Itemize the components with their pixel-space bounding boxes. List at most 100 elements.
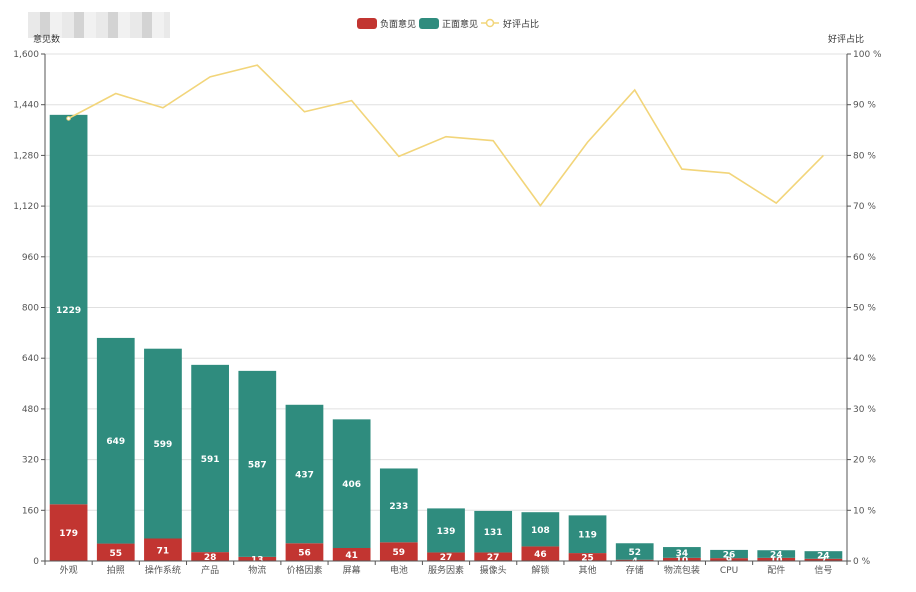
- x-tick-label: 物流: [248, 564, 266, 576]
- bar-label-positive: 119: [578, 531, 597, 541]
- right-tick-label: 80 %: [853, 151, 876, 161]
- bars: [49, 114, 843, 561]
- x-tick-label: 物流包装: [664, 564, 700, 576]
- bar-negative: [96, 543, 135, 561]
- x-tick-label: 配件: [767, 564, 785, 576]
- right-tick-label: 70 %: [853, 202, 876, 212]
- legend-label-negative: 负面意见: [380, 18, 416, 30]
- bar-negative: [191, 552, 229, 561]
- bar-positive: [568, 515, 607, 554]
- legend-marker-ratio: [485, 18, 495, 28]
- x-tick-label: 产品: [201, 564, 219, 576]
- bar-label-positive: 52: [628, 548, 641, 558]
- bar-label-negative: 27: [440, 553, 453, 563]
- left-tick-label: 800: [22, 304, 39, 314]
- bar-negative: [474, 552, 513, 561]
- legend-item-ratio[interactable]: 好评占比: [481, 18, 539, 30]
- legend-item-negative[interactable]: 负面意见: [357, 18, 416, 30]
- bar-label-positive: 599: [154, 440, 173, 450]
- bar-positive: [379, 468, 418, 543]
- legend-swatch-negative: [357, 18, 377, 29]
- bar-positive: [427, 508, 465, 553]
- left-tick-label: 480: [22, 405, 39, 415]
- bar-label-negative: 28: [204, 553, 217, 563]
- bar-positive: [615, 543, 654, 560]
- bar-positive: [332, 419, 371, 549]
- ratio-point: [66, 116, 71, 121]
- bar-positive: [96, 337, 135, 544]
- right-tick-label: 40 %: [853, 354, 876, 364]
- bar-negative: [757, 557, 796, 561]
- bar-label-positive: 131: [484, 528, 503, 538]
- bar-label-negative: 41: [345, 551, 358, 561]
- left-tick-label: 0: [33, 557, 39, 567]
- bar-label-positive: 108: [531, 526, 550, 536]
- bar-positive: [49, 114, 88, 505]
- x-tick-label: CPU: [720, 566, 738, 576]
- bar-label-positive: 1229: [56, 306, 81, 316]
- bar-negative: [663, 557, 701, 561]
- bar-label-positive: 34: [676, 549, 689, 559]
- bar-label-positive: 26: [723, 551, 736, 561]
- bar-positive: [804, 551, 843, 559]
- ratio-polyline: [68, 64, 824, 207]
- ratio-line: [66, 64, 824, 207]
- bar-negative: [615, 559, 654, 561]
- bar-label-positive: 649: [106, 437, 125, 447]
- bar-positive: [710, 549, 748, 559]
- right-axis-ticks: 0 % 10 % 20 % 30 % 40 % 50 % 60 % 70 % 80 % 90 % 1…: [853, 50, 882, 567]
- bar-positive: [238, 370, 277, 557]
- bar-label-positive: 139: [437, 527, 456, 537]
- bar-positive: [521, 512, 560, 547]
- bar-negative: [332, 548, 371, 561]
- bar-negative: [568, 553, 607, 561]
- bar-labels: 179 1229 55 649 71 599 28 591 13 587 56 437 41 406 59 2…: [56, 306, 830, 567]
- bar-negative: [427, 552, 465, 561]
- x-tick-label: 解锁: [531, 564, 549, 576]
- bar-positive: [144, 348, 182, 539]
- bar-negative: [521, 546, 560, 561]
- x-tick-label: 其他: [579, 564, 597, 576]
- bar-negative: [710, 558, 748, 561]
- bar-label-positive: 437: [295, 471, 314, 481]
- bar-label-positive: 587: [248, 460, 267, 470]
- bar-positive: [285, 404, 324, 544]
- legend[interactable]: 负面意见 正面意见 好评占比: [357, 18, 539, 30]
- left-tick-label: 1,120: [13, 202, 39, 212]
- left-axis-ticks: 0 160 320 480 640 800 960 1,120 1,280 1,440 1,600: [13, 50, 39, 567]
- legend-label-positive: 正面意见: [442, 18, 478, 30]
- left-tick-label: 320: [22, 456, 39, 466]
- bar-label-positive: 591: [201, 455, 220, 465]
- x-tick-label: 信号: [814, 564, 832, 576]
- legend-label-ratio: 好评占比: [503, 18, 539, 30]
- right-tick-label: 10 %: [853, 506, 876, 516]
- right-tick-label: 60 %: [853, 253, 876, 263]
- bar-positive: [474, 510, 513, 553]
- x-axis-ticks: 外观 拍照 操作系统 产品 物流 价格因素 屏幕 电池 服务因素 摄像头 解锁 其他 存储 物流包装 CPU…: [44, 561, 848, 576]
- x-tick-label: 存储: [626, 564, 644, 576]
- x-tick-label: 摄像头: [480, 564, 507, 576]
- left-tick-label: 960: [22, 253, 39, 263]
- left-tick-label: 640: [22, 354, 39, 364]
- bar-label-positive: 24: [770, 551, 783, 561]
- bar-negative: [238, 556, 277, 561]
- bar-label-negative: 13: [251, 555, 264, 565]
- legend-swatch-positive: [419, 18, 439, 29]
- right-axis-title: 好评占比: [828, 33, 864, 45]
- x-tick-label: 价格因素: [286, 564, 322, 576]
- right-tick-label: 0 %: [853, 557, 871, 567]
- bar-label-negative: 179: [59, 529, 78, 539]
- right-tick-label: 100 %: [853, 50, 882, 60]
- right-tick-label: 50 %: [853, 304, 876, 314]
- bar-label-negative: 25: [581, 554, 594, 564]
- bar-positive: [757, 550, 796, 558]
- legend-item-positive[interactable]: 正面意见: [419, 18, 478, 30]
- bar-label-negative: 71: [157, 546, 170, 556]
- x-tick-label: 服务因素: [428, 564, 464, 576]
- bar-label-positive: 233: [389, 502, 408, 512]
- left-tick-label: 1,280: [13, 151, 39, 161]
- bar-label-negative: 46: [534, 550, 547, 560]
- bar-negative: [285, 543, 324, 561]
- left-tick-label: 160: [22, 506, 39, 516]
